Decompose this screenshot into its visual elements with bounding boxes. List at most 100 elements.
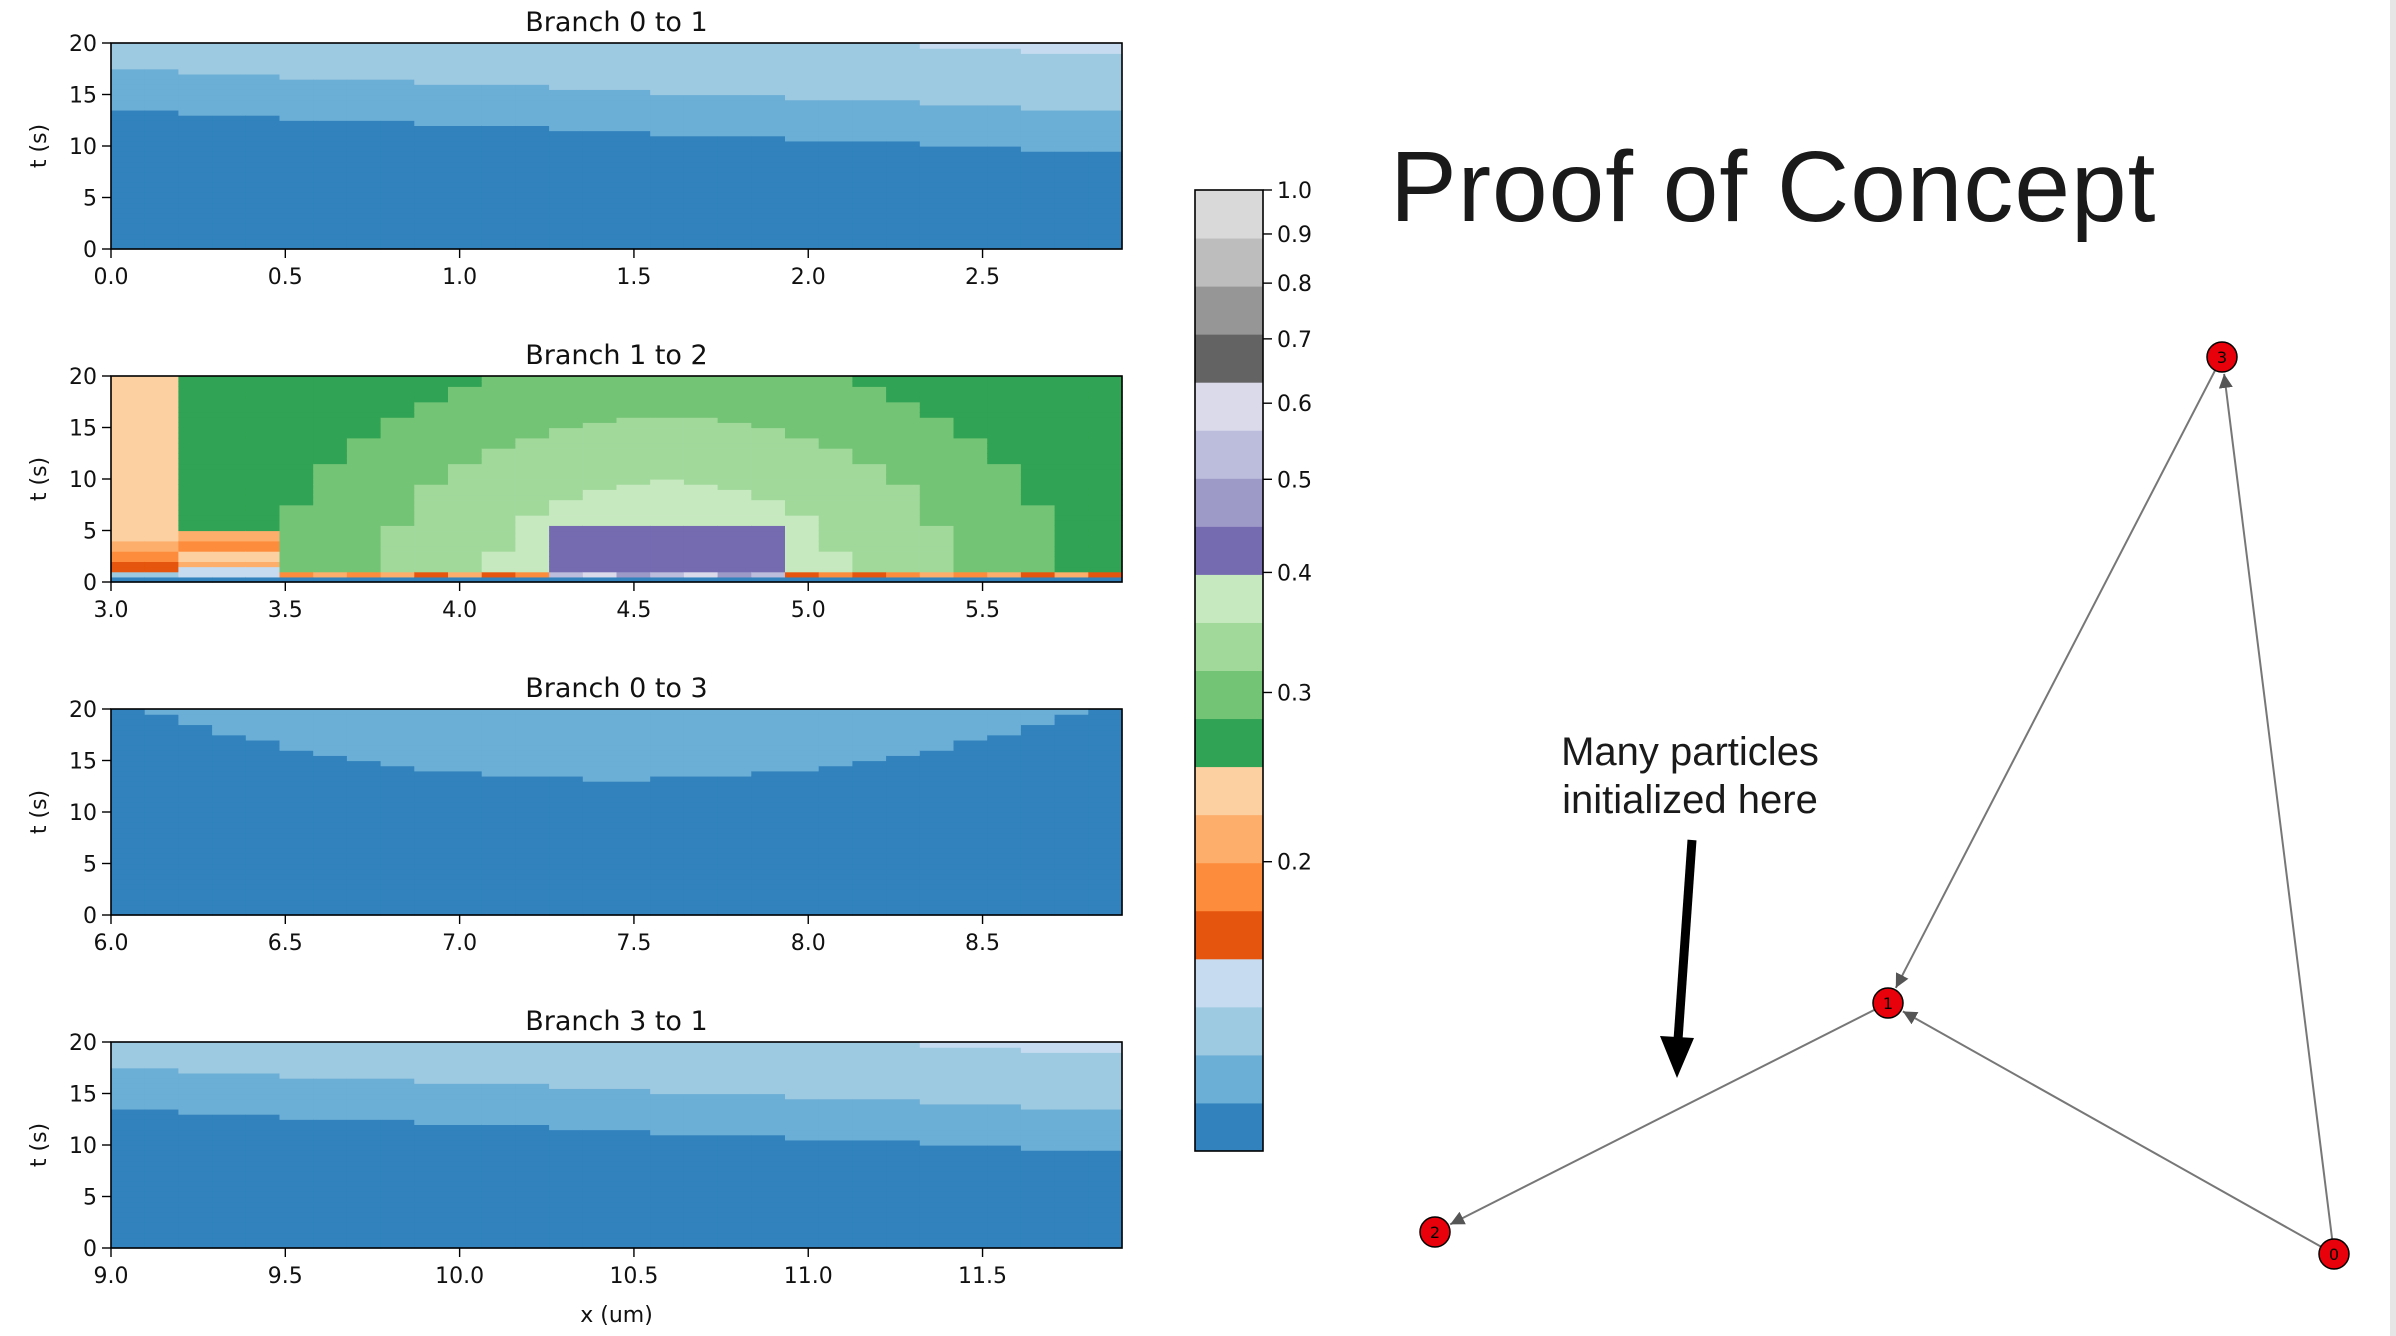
heatmap-cell: [818, 1150, 853, 1156]
heatmap-cell: [279, 1165, 314, 1172]
heatmap-cell: [717, 1206, 752, 1213]
heatmap-cell: [751, 125, 786, 132]
heatmap-cell: [313, 1242, 348, 1249]
heatmap-cell: [111, 391, 146, 398]
heatmap-cell: [111, 58, 146, 65]
heatmap-cell: [987, 171, 1022, 178]
heatmap-cell: [212, 391, 247, 398]
heatmap-cell: [650, 437, 685, 444]
heatmap-cell: [886, 1196, 921, 1203]
heatmap-cell: [1088, 1155, 1123, 1162]
heatmap-cell: [313, 171, 348, 178]
heatmap-cell: [886, 140, 921, 147]
heatmap-cell: [785, 176, 820, 183]
heatmap-cell: [1020, 786, 1056, 792]
heatmap-cell: [111, 104, 146, 111]
heatmap-cell: [582, 1042, 618, 1048]
heatmap-cell: [448, 238, 483, 245]
heatmap-cell: [818, 391, 853, 398]
heatmap-cell: [751, 1057, 786, 1064]
heatmap-cell: [448, 1181, 483, 1187]
heatmap-cell: [245, 1206, 281, 1213]
heatmap-cell: [953, 1103, 988, 1110]
heatmap-cell: [818, 734, 853, 741]
heatmap-cell: [212, 1108, 247, 1115]
heatmap-cell: [313, 509, 348, 516]
heatmap-cell: [683, 1047, 719, 1053]
heatmap-cell: [313, 1217, 348, 1223]
heatmap-cell: [549, 894, 584, 901]
heatmap-cell: [549, 1201, 584, 1208]
heatmap-cell: [111, 1062, 146, 1069]
heatmap-cell: [346, 1145, 382, 1151]
heatmap-cell: [785, 739, 820, 746]
heatmap-cell: [717, 146, 752, 152]
heatmap-cell: [616, 494, 651, 501]
heatmap-cell: [886, 750, 921, 756]
heatmap-cell: [785, 551, 820, 557]
heatmap-cell: [818, 868, 853, 875]
heatmap-cell: [919, 473, 955, 480]
heatmap-cell: [481, 561, 516, 568]
heatmap-cell: [818, 551, 853, 557]
heatmap-cell: [616, 812, 651, 818]
heatmap-cell: [953, 166, 988, 173]
heatmap-cell: [785, 1170, 820, 1177]
heatmap-cell: [818, 381, 853, 387]
heatmap-cell: [245, 243, 281, 250]
heatmap-cell: [313, 192, 348, 199]
heatmap-cell: [582, 166, 618, 173]
heatmap-cell: [481, 1098, 516, 1105]
heatmap-cell: [144, 218, 179, 224]
heatmap-cell: [279, 786, 314, 792]
heatmap-cell: [582, 212, 618, 219]
heatmap-cell: [1054, 192, 1089, 199]
heatmap-cell: [279, 192, 314, 199]
heatmap-cell: [346, 760, 382, 767]
heatmap-cell: [313, 499, 348, 506]
heatmap-cell: [279, 401, 314, 408]
heatmap-cell: [751, 1191, 786, 1198]
heatmap-cell: [953, 863, 988, 870]
heatmap-cell: [178, 889, 213, 895]
heatmap-cell: [717, 1098, 752, 1105]
heatmap-cell: [818, 1181, 853, 1187]
heatmap-cell: [178, 1155, 213, 1162]
heatmap-cell: [751, 140, 786, 147]
heatmap-cell: [111, 146, 146, 152]
heatmap-cell: [1054, 212, 1089, 219]
heatmap-cell: [245, 1067, 281, 1074]
heatmap-cell: [785, 401, 820, 408]
heatmap-cell: [650, 109, 685, 116]
heatmap-cell: [650, 889, 685, 895]
heatmap-cell: [481, 73, 516, 80]
heatmap-cell: [683, 791, 719, 798]
heatmap-cell: [717, 1186, 752, 1192]
heatmap-cell: [1020, 406, 1056, 413]
heatmap-cell: [919, 1217, 955, 1223]
heatmap-cell: [987, 822, 1022, 829]
heatmap-cell: [346, 63, 382, 70]
heatmap-cell: [346, 709, 382, 715]
heatmap-cell: [953, 68, 988, 75]
heatmap-cell: [818, 535, 853, 542]
heatmap-cell: [346, 176, 382, 183]
heatmap-cell: [616, 499, 651, 506]
heatmap-cell: [212, 889, 247, 895]
heatmap-cell: [448, 801, 483, 808]
heatmap-cell: [1020, 750, 1056, 756]
heatmap-cell: [111, 43, 146, 49]
heatmap-cell: [852, 576, 887, 583]
heatmap-cell: [751, 1237, 786, 1244]
x-tick-label: 8.5: [965, 931, 1000, 956]
heatmap-cell: [1020, 212, 1056, 219]
heatmap-cell: [245, 427, 281, 434]
heatmap-cell: [582, 545, 618, 552]
heatmap-cell: [279, 1217, 314, 1223]
heatmap-cell: [785, 146, 820, 152]
heatmap-cell: [582, 53, 618, 60]
heatmap-cell: [144, 197, 179, 204]
heatmap-cell: [616, 750, 651, 756]
heatmap-cell: [717, 714, 752, 720]
heatmap-cell: [886, 1042, 921, 1048]
